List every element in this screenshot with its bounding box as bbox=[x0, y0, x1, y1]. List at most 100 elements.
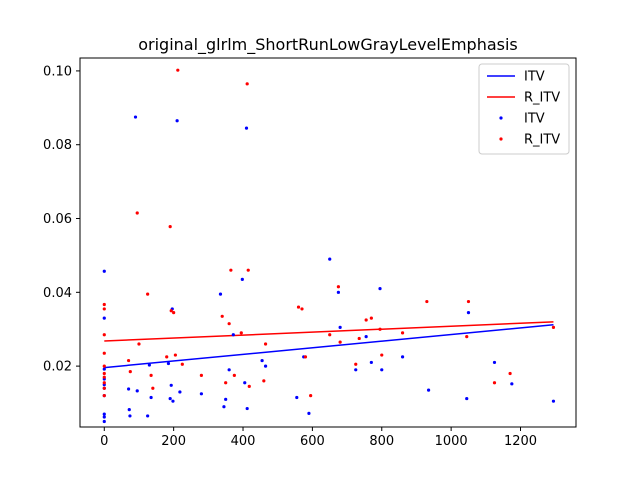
point-itv bbox=[307, 411, 311, 415]
point-itv bbox=[224, 397, 228, 401]
x-tick-label: 0 bbox=[100, 434, 108, 449]
point-itv bbox=[128, 414, 132, 418]
point-r-itv bbox=[102, 302, 106, 307]
legend-label-itv: ITV bbox=[524, 70, 545, 85]
point-r-itv bbox=[146, 292, 150, 296]
point-itv bbox=[102, 269, 106, 273]
point-itv bbox=[166, 361, 171, 366]
y-axis: 0.02 0.04 0.06 0.08 0.10 bbox=[43, 64, 80, 375]
legend: ITV R_ITV ITV R_ITV bbox=[478, 63, 570, 155]
point-r-itv bbox=[229, 268, 233, 272]
point-itv bbox=[378, 287, 382, 291]
point-r-itv bbox=[220, 314, 224, 318]
point-r-itv bbox=[102, 375, 106, 379]
point-r-itv bbox=[364, 318, 368, 322]
point-itv bbox=[218, 292, 223, 296]
point-itv bbox=[102, 415, 106, 419]
point-r-itv bbox=[262, 379, 266, 383]
point-itv bbox=[510, 382, 514, 386]
point-itv bbox=[260, 358, 264, 363]
point-r-itv bbox=[149, 373, 153, 377]
point-itv bbox=[147, 363, 151, 367]
point-r-itv bbox=[296, 305, 301, 309]
point-r-itv bbox=[380, 353, 384, 357]
point-r-itv bbox=[102, 333, 106, 337]
legend-label-r-itv: R_ITV bbox=[524, 133, 560, 148]
point-r-itv bbox=[309, 394, 313, 398]
point-r-itv bbox=[336, 285, 341, 289]
x-tick-label: 200 bbox=[161, 434, 186, 449]
point-itv bbox=[465, 396, 469, 401]
point-r-itv bbox=[232, 373, 236, 377]
x-axis: 0 200 400 600 800 1000 1200 bbox=[100, 427, 537, 449]
point-itv bbox=[240, 277, 244, 281]
point-itv bbox=[426, 388, 431, 392]
point-r-itv bbox=[137, 342, 141, 346]
point-itv bbox=[175, 119, 179, 123]
point-r-itv bbox=[492, 381, 497, 385]
point-itv bbox=[126, 387, 131, 391]
point-itv bbox=[178, 390, 182, 394]
legend-label-r-itv: R_ITV bbox=[524, 91, 560, 106]
point-itv bbox=[338, 325, 342, 329]
point-r-itv bbox=[102, 381, 106, 385]
point-r-itv bbox=[354, 362, 358, 366]
point-r-itv bbox=[102, 386, 106, 390]
point-itv bbox=[102, 412, 106, 416]
point-itv bbox=[146, 414, 150, 418]
x-tick-label: 400 bbox=[231, 434, 256, 449]
y-tick-label: 0.04 bbox=[43, 286, 72, 301]
point-itv bbox=[102, 419, 106, 424]
chart-title: original_glrlm_ShortRunLowGrayLevelEmpha… bbox=[138, 35, 518, 55]
point-r-itv bbox=[247, 384, 251, 389]
point-itv bbox=[149, 395, 153, 400]
point-r-itv bbox=[128, 370, 132, 374]
y-tick-label: 0.10 bbox=[43, 64, 72, 79]
point-r-itv bbox=[173, 353, 177, 357]
plot-frame bbox=[79, 57, 577, 428]
point-r-itv bbox=[425, 299, 429, 304]
point-itv bbox=[466, 311, 471, 315]
point-itv bbox=[364, 334, 368, 339]
point-r-itv bbox=[328, 333, 332, 337]
fit-line-r-itv bbox=[104, 321, 554, 342]
point-r-itv bbox=[126, 358, 131, 363]
y-tick-label: 0.06 bbox=[43, 212, 72, 227]
point-r-itv bbox=[300, 307, 304, 311]
point-r-itv bbox=[227, 322, 231, 326]
point-itv bbox=[263, 364, 268, 368]
point-r-itv bbox=[180, 362, 184, 366]
point-r-itv bbox=[165, 355, 169, 359]
scatter-points bbox=[102, 68, 556, 424]
point-r-itv bbox=[199, 373, 203, 377]
point-r-itv bbox=[551, 325, 556, 329]
legend-label-itv: ITV bbox=[524, 112, 545, 127]
point-r-itv bbox=[369, 316, 373, 320]
point-itv bbox=[127, 408, 131, 412]
y-tick-label: 0.08 bbox=[43, 138, 72, 153]
point-itv bbox=[295, 395, 299, 400]
point-itv bbox=[380, 368, 384, 372]
point-itv bbox=[551, 399, 556, 403]
point-itv bbox=[336, 290, 341, 294]
point-r-itv bbox=[102, 307, 106, 311]
point-itv bbox=[135, 389, 139, 393]
x-tick-label: 600 bbox=[300, 434, 325, 449]
fit-lines bbox=[104, 321, 554, 369]
point-r-itv bbox=[378, 327, 382, 331]
point-r-itv bbox=[102, 371, 106, 376]
point-r-itv bbox=[102, 394, 106, 398]
point-itv bbox=[102, 367, 106, 371]
point-r-itv bbox=[239, 331, 243, 335]
point-r-itv bbox=[135, 211, 139, 215]
point-itv bbox=[168, 396, 172, 401]
point-r-itv bbox=[224, 381, 228, 385]
point-r-itv bbox=[102, 351, 106, 355]
point-itv bbox=[227, 368, 231, 372]
point-r-itv bbox=[303, 355, 308, 359]
legend-marker-itv bbox=[499, 116, 503, 120]
point-r-itv bbox=[168, 225, 172, 229]
point-r-itv bbox=[176, 68, 180, 72]
point-itv bbox=[133, 115, 138, 119]
point-itv bbox=[492, 360, 497, 365]
